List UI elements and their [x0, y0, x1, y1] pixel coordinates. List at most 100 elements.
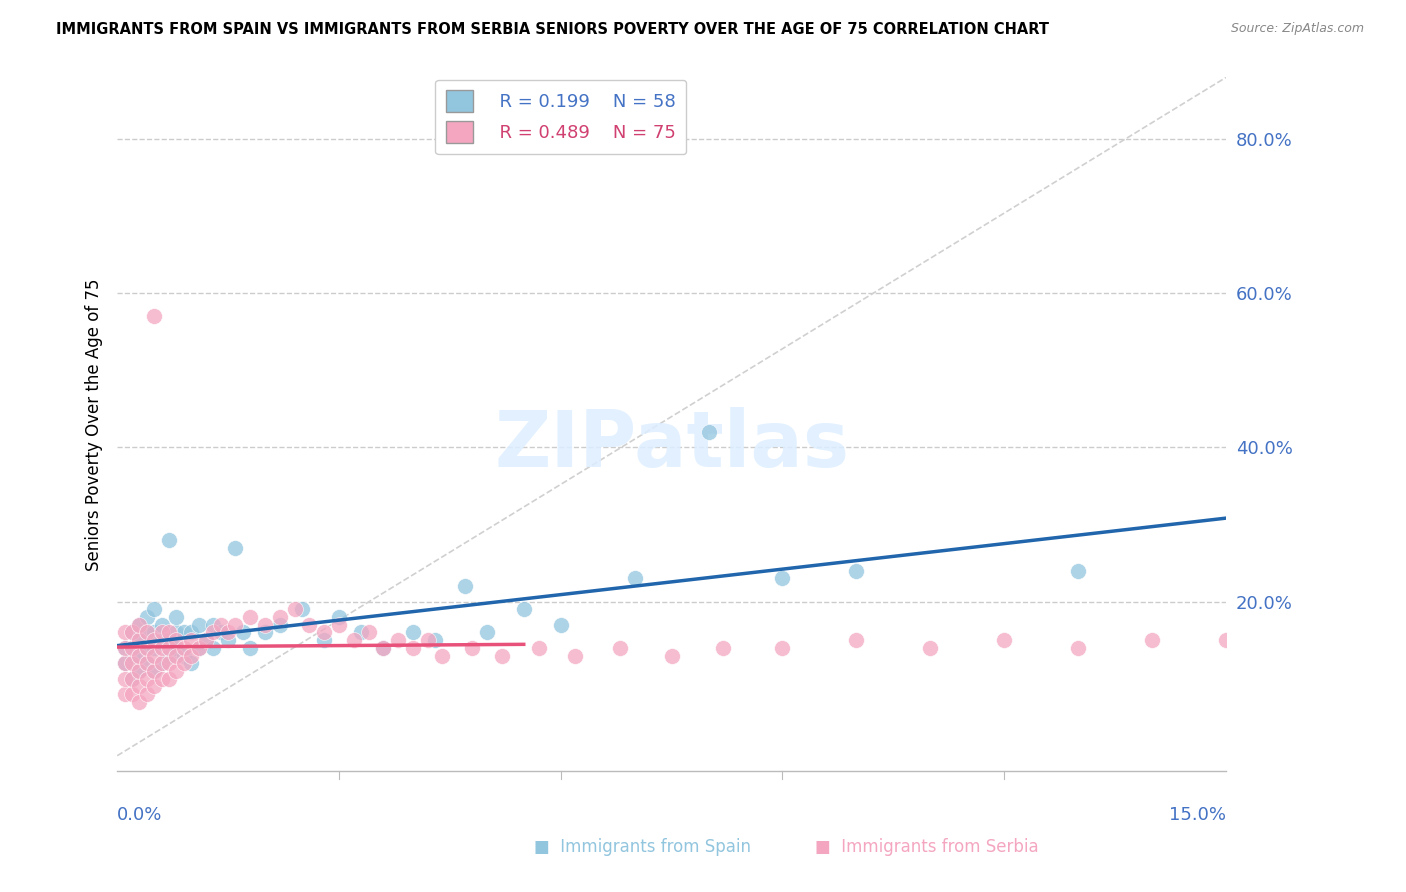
Point	[180, 657, 202, 671]
Point	[253, 625, 276, 640]
Point	[711, 640, 734, 655]
Point	[416, 633, 439, 648]
Point	[402, 625, 425, 640]
Point	[772, 640, 794, 655]
Point	[143, 664, 166, 678]
Point	[239, 610, 262, 624]
Point	[143, 602, 166, 616]
Point	[423, 633, 446, 648]
Point	[135, 625, 157, 640]
Point	[143, 664, 166, 678]
Point	[135, 657, 157, 671]
Point	[114, 657, 136, 671]
Point	[328, 617, 350, 632]
Point	[150, 617, 173, 632]
Point	[173, 625, 195, 640]
Text: IMMIGRANTS FROM SPAIN VS IMMIGRANTS FROM SERBIA SENIORS POVERTY OVER THE AGE OF : IMMIGRANTS FROM SPAIN VS IMMIGRANTS FROM…	[56, 22, 1049, 37]
Point	[845, 633, 868, 648]
Point	[194, 633, 217, 648]
Text: Source: ZipAtlas.com: Source: ZipAtlas.com	[1230, 22, 1364, 36]
Point	[135, 625, 157, 640]
Point	[1215, 633, 1237, 648]
Point	[224, 617, 246, 632]
Point	[121, 625, 143, 640]
Point	[157, 633, 180, 648]
Point	[1140, 633, 1163, 648]
Point	[121, 648, 143, 663]
Point	[143, 310, 166, 324]
Point	[135, 640, 157, 655]
Point	[564, 648, 586, 663]
Point	[114, 687, 136, 701]
Point	[128, 679, 150, 693]
Point	[128, 664, 150, 678]
Point	[180, 648, 202, 663]
Point	[209, 617, 232, 632]
Point	[135, 687, 157, 701]
Point	[1067, 640, 1090, 655]
Point	[121, 672, 143, 686]
Point	[128, 617, 150, 632]
Point	[194, 633, 217, 648]
Point	[357, 625, 380, 640]
Point	[114, 672, 136, 686]
Point	[121, 687, 143, 701]
Point	[697, 425, 720, 439]
Point	[128, 695, 150, 709]
Point	[135, 672, 157, 686]
Point	[661, 648, 683, 663]
Point	[157, 625, 180, 640]
Point	[269, 617, 291, 632]
Point	[432, 648, 454, 663]
Point	[135, 640, 157, 655]
Point	[253, 617, 276, 632]
Point	[623, 571, 645, 585]
Point	[453, 579, 475, 593]
Point	[343, 633, 366, 648]
Text: ZIPatlas: ZIPatlas	[494, 407, 849, 483]
Point	[150, 640, 173, 655]
Point	[491, 648, 513, 663]
Point	[157, 657, 180, 671]
Point	[121, 657, 143, 671]
Point	[165, 625, 187, 640]
Point	[165, 633, 187, 648]
Point	[217, 625, 239, 640]
Point	[157, 533, 180, 547]
Point	[114, 625, 136, 640]
Point	[202, 625, 225, 640]
Point	[232, 625, 254, 640]
Point	[180, 625, 202, 640]
Point	[150, 672, 173, 686]
Point	[143, 633, 166, 648]
Point	[373, 640, 395, 655]
Point	[157, 672, 180, 686]
Point	[114, 640, 136, 655]
Point	[150, 657, 173, 671]
Point	[269, 610, 291, 624]
Point	[187, 640, 209, 655]
Point	[187, 640, 209, 655]
Point	[298, 617, 321, 632]
Point	[128, 633, 150, 648]
Point	[114, 640, 136, 655]
Point	[387, 633, 409, 648]
Point	[150, 625, 173, 640]
Point	[772, 571, 794, 585]
Point	[845, 564, 868, 578]
Point	[128, 648, 150, 663]
Point	[284, 602, 307, 616]
Point	[143, 640, 166, 655]
Point	[165, 664, 187, 678]
Point	[180, 633, 202, 648]
Point	[165, 648, 187, 663]
Point	[143, 648, 166, 663]
Point	[239, 640, 262, 655]
Point	[291, 602, 314, 616]
Point	[173, 648, 195, 663]
Point	[121, 640, 143, 655]
Point	[128, 617, 150, 632]
Point	[217, 633, 239, 648]
Point	[128, 648, 150, 663]
Point	[114, 657, 136, 671]
